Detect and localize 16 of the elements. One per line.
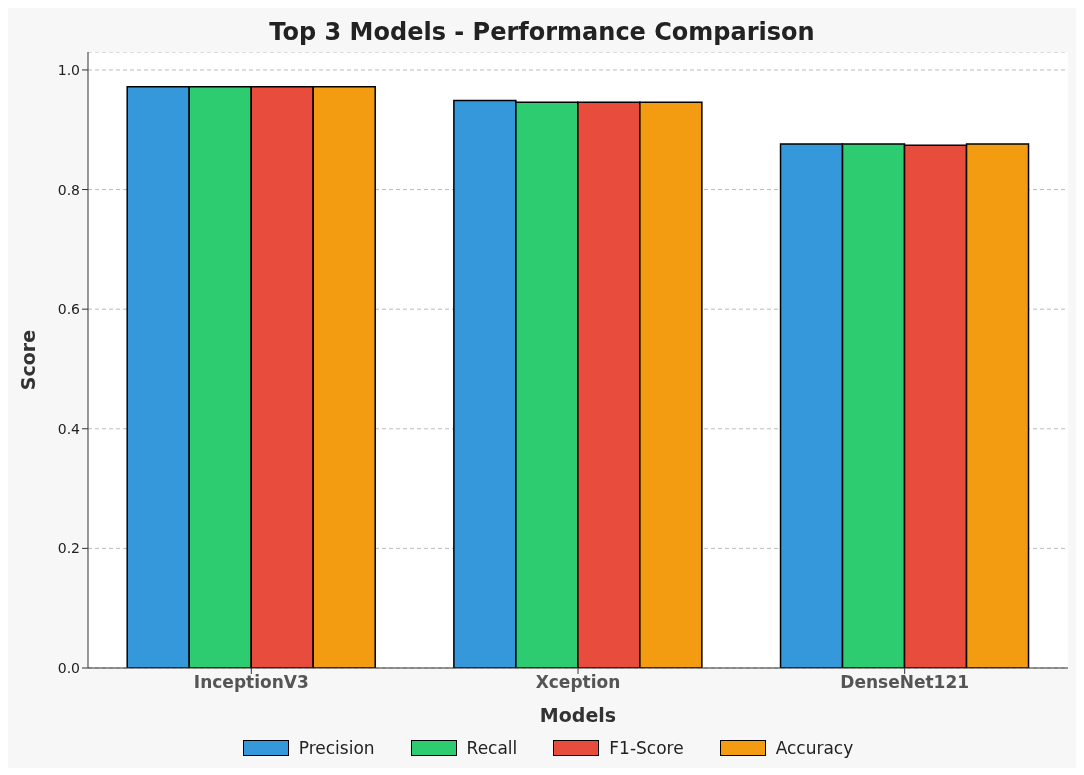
legend-label: Accuracy xyxy=(774,738,854,758)
y-tick-label: 0.0 xyxy=(57,659,80,676)
y-tick-label: 0.6 xyxy=(57,301,81,318)
y-tick-label: 0.8 xyxy=(57,181,80,198)
y-tick-label: 0.2 xyxy=(57,540,80,557)
x-tick-label: DenseNet121 xyxy=(840,672,970,693)
x-axis-title: Models xyxy=(539,704,617,726)
x-tick-label: Xception xyxy=(535,672,621,693)
chart-title: Top 3 Models - Performance Comparison xyxy=(268,17,816,48)
y-tick-label: 1.0 xyxy=(57,61,80,78)
x-tick-label: InceptionV3 xyxy=(193,672,309,693)
y-tick-label: 0.4 xyxy=(57,420,81,437)
legend-label: F1-Score xyxy=(608,738,684,758)
legend-label: Recall xyxy=(465,738,518,758)
legend-label: Precision xyxy=(297,738,375,758)
y-axis-title: Score xyxy=(16,329,39,391)
